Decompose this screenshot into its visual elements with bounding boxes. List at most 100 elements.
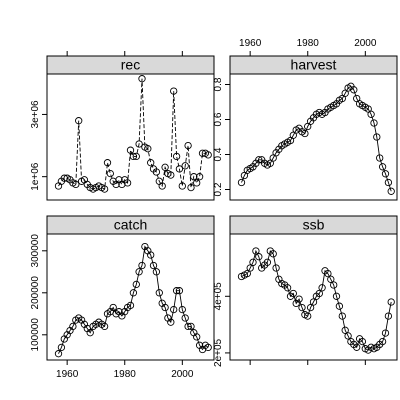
point-catch-1986 [138,261,146,270]
point-catch-2003 [187,322,195,331]
axes-layer: 1e+06 3e+06 0.2 0.4 0.6 0.8 1960 1980 2000 100000… [30,38,377,380]
point-rec-1974 [103,159,112,167]
point-ssb-1988 [327,275,335,283]
point-catch-1998 [172,287,181,295]
point-rec-1981 [123,179,132,187]
point-ssb-1999 [358,337,367,346]
y-tick-label-harvest-0: 0.2 [213,182,224,196]
point-ssb-1990 [332,292,341,300]
point-catch-1983 [129,289,138,297]
point-catch-1968 [86,329,94,337]
point-catch-2005 [193,333,201,341]
point-rec-2004 [190,173,198,181]
x-tick-label-harvest-2: 2000 [354,38,377,49]
point-ssb-1980 [304,312,312,320]
y-tick-label-catch-0: 100000 [30,318,41,352]
point-ssb-1987 [324,269,332,278]
point-ssb-1975 [289,289,297,298]
panel-harvest: harvest [229,55,398,201]
point-ssb-1966 [263,258,272,266]
point-rec-1983 [129,152,138,161]
point-catch-1957 [54,350,63,358]
point-rec-1984 [132,152,140,161]
point-ssb-1989 [330,281,338,289]
point-rec-1996 [167,171,175,179]
point-catch-2002 [184,322,192,331]
strip-label-catch: catch [114,217,147,233]
point-rec-2009 [204,151,212,159]
point-ssb-1969 [272,264,280,272]
point-ssb-1997 [353,343,361,351]
point-ssb-1973 [283,284,292,292]
y-tick-label-harvest-3: 0.8 [213,77,224,91]
point-rec-1982 [126,146,135,154]
point-rec-1975 [106,169,114,178]
point-harvest-2006 [378,163,387,171]
point-ssb-1993 [341,326,349,334]
strip-label-ssb: ssb [303,217,325,233]
strip-label-harvest: harvest [291,57,337,73]
x-tick-label-harvest-0: 1960 [239,38,262,49]
panels-layer: rec harvest catch ssb [46,55,398,361]
series-line-catch [58,245,209,354]
panel-frame-ssb [229,215,398,361]
point-ssb-2006 [378,337,387,346]
panel-frame-harvest [229,55,398,201]
point-harvest-2002 [367,110,375,118]
y-tick-label-ssb-1: 4e+05 [213,282,224,311]
point-catch-1973 [100,322,109,331]
point-harvest-1979 [301,129,309,138]
x-tick-label-catch-1: 1980 [114,369,137,380]
point-rec-1988 [144,145,152,153]
point-ssb-1985 [318,284,326,292]
point-rec-1993 [158,182,166,190]
point-rec-1973 [100,185,109,193]
point-catch-1985 [135,268,143,276]
point-rec-1994 [161,163,169,171]
point-ssb-1962 [252,247,260,255]
point-ssb-1991 [335,302,344,310]
point-ssb-1963 [255,253,263,261]
point-rec-1963 [72,180,80,189]
point-harvest-2008 [384,178,393,187]
series-line-ssb [241,249,392,351]
point-rec-1997 [170,87,178,95]
point-ssb-2007 [381,329,390,337]
strip-label-rec: rec [121,57,140,73]
point-catch-2009 [204,343,212,352]
point-catch-1976 [109,303,117,312]
point-rec-2003 [187,183,195,192]
point-ssb-1978 [298,303,306,312]
point-ssb-2008 [384,312,393,320]
y-tick-label-rec-0: 1e+06 [30,162,41,191]
point-catch-1982 [126,301,135,310]
point-catch-1999 [175,287,184,295]
y-tick-label-catch-2: 300000 [30,234,41,268]
panel-rec: rec [46,55,215,201]
series-line-rec [58,78,209,190]
point-catch-1991 [152,268,161,276]
point-rec-1999 [175,165,184,173]
y-tick-label-rec-1: 3e+06 [30,100,41,129]
point-harvest-1996 [350,86,358,94]
panel-frame-rec [46,55,215,201]
point-harvest-1957 [237,178,246,187]
point-ssb-1960 [246,264,254,272]
point-catch-2001 [181,314,189,322]
strip-ssb [230,216,397,234]
point-catch-1958 [57,343,66,352]
x-tick-label-catch-0: 1960 [56,369,79,380]
y-tick-label-catch-1: 200000 [30,276,41,310]
series-line-harvest [241,85,392,192]
point-rec-1986 [138,75,146,83]
point-catch-2000 [178,305,186,314]
point-ssb-1992 [338,312,346,320]
point-harvest-2004 [373,133,381,141]
point-catch-1984 [132,280,140,289]
point-catch-1994 [161,303,169,312]
point-harvest-2009 [387,187,395,195]
point-ssb-1977 [295,295,303,303]
point-ssb-1981 [306,303,315,312]
y-tick-label-ssb-0: 2e+05 [213,338,224,367]
point-catch-1997 [170,305,178,314]
